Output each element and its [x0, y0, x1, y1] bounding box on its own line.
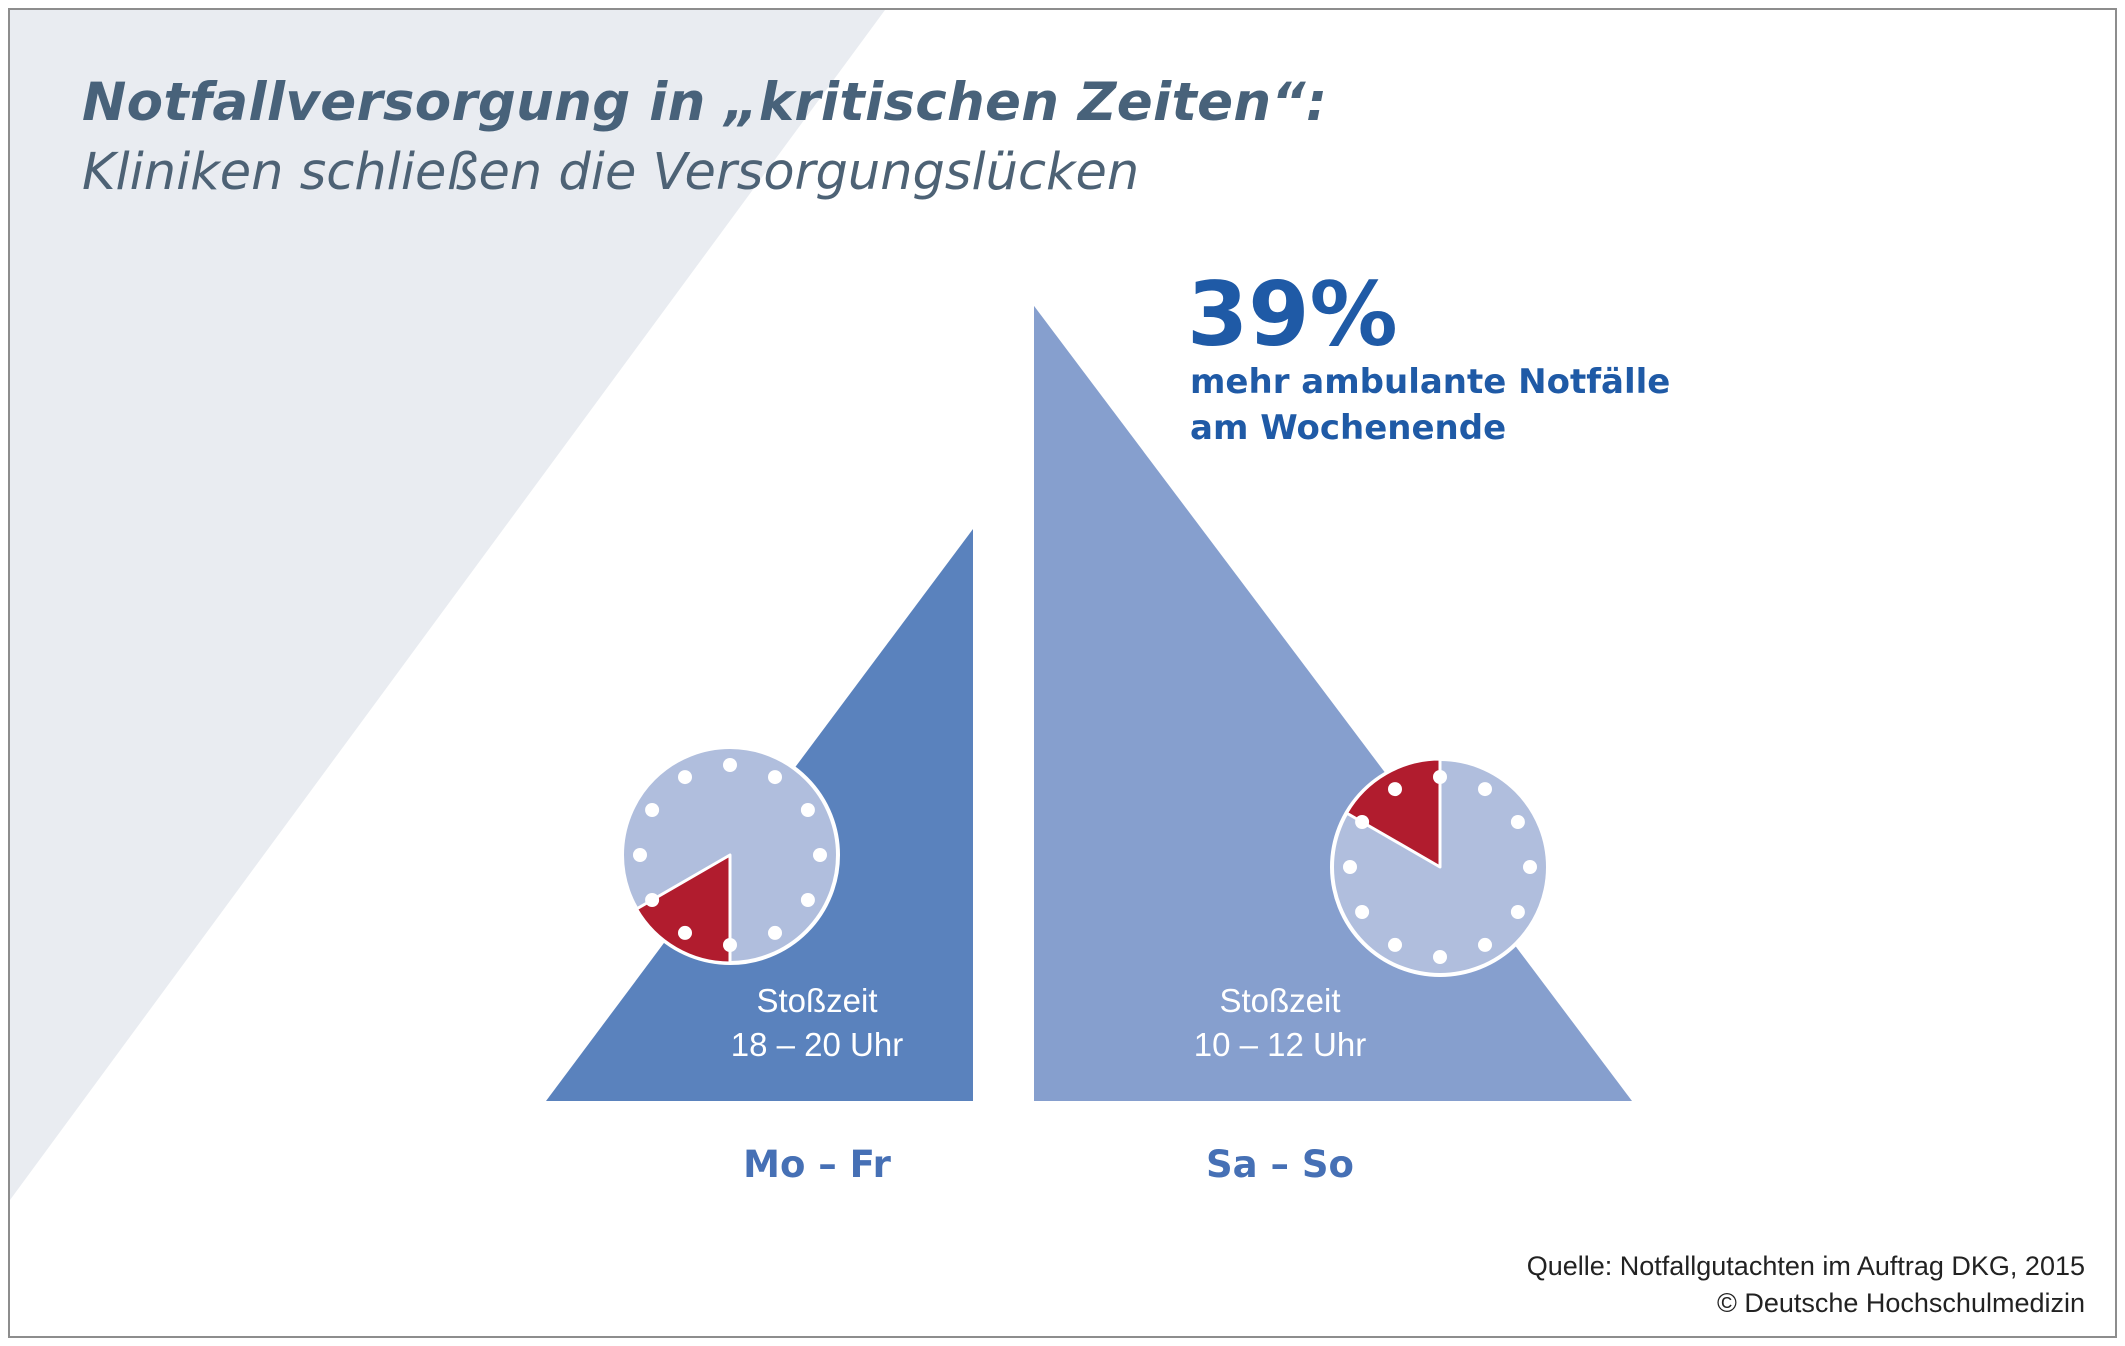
bar-weekend: [1034, 305, 1632, 1101]
clock-hour-dot: [723, 758, 737, 772]
clock-hour-dot: [1433, 770, 1447, 784]
clock-hour-dot: [1388, 937, 1402, 952]
highlight-value: 39%: [1187, 263, 1398, 366]
clock-hour-dot: [1343, 860, 1357, 874]
clock-hour-dot: [678, 770, 692, 785]
clock-hour-dot: [1388, 782, 1402, 797]
clock-hour-dot: [1523, 860, 1537, 874]
clock-hour-dot: [768, 770, 782, 785]
category-label-weekday: Mo – Fr: [743, 1143, 891, 1186]
infographic-frame: Notfallversorgung in „kritischen Zeiten“…: [8, 8, 2117, 1338]
clock-hour-dot: [768, 925, 782, 940]
source-line: Quelle: Notfallgutachten im Auftrag DKG,…: [1526, 1251, 2085, 1281]
highlight-line-1: mehr ambulante Notfälle: [1190, 362, 1670, 402]
clock-hour-dot: [645, 803, 660, 817]
clock-hour-dot: [1510, 905, 1525, 919]
clock-hour-dot: [1478, 937, 1492, 952]
clock-hour-dot: [813, 848, 827, 862]
peak-time-weekend: 10 – 12 Uhr: [1194, 1026, 1366, 1063]
highlight-line-2: am Wochenende: [1190, 408, 1506, 448]
clock-hour-dot: [678, 925, 692, 940]
clock-hour-dot: [1355, 905, 1370, 919]
peak-sector-weekday: [635, 853, 732, 965]
chart-title: Notfallversorgung in „kritischen Zeiten“…: [82, 72, 1328, 133]
source-note: Quelle: Notfallgutachten im Auftrag DKG,…: [1527, 1248, 2085, 1322]
peak-label-weekend: Stoßzeit: [1219, 982, 1340, 1019]
peak-label-weekday: Stoßzeit: [756, 982, 877, 1019]
peak-sector-weekend: [1345, 757, 1442, 869]
clock-hour-dot: [1355, 815, 1370, 829]
chart-area: Stoßzeit 18 – 20 Uhr Stoßzeit 10 – 12 Uhr Mo…: [546, 263, 1670, 1186]
chart-subtitle: Kliniken schließen die Versorgungslücken: [82, 143, 1140, 202]
peak-time-weekday: 18 – 20 Uhr: [731, 1026, 903, 1063]
clock-hour-dot: [645, 893, 660, 907]
clock-hour-dot: [1510, 815, 1525, 829]
clock-hour-dot: [633, 848, 647, 862]
background-wedge: [10, 10, 885, 1200]
clock-hour-dot: [723, 938, 737, 952]
clock-hour-dot: [800, 893, 815, 907]
copyright-line: © Deutsche Hochschulmedizin: [1716, 1288, 2085, 1318]
category-label-weekend: Sa – So: [1206, 1143, 1354, 1186]
clock-hour-dot: [1433, 950, 1447, 964]
clock-hour-dot: [1478, 782, 1492, 797]
clock-hour-dot: [800, 803, 815, 817]
